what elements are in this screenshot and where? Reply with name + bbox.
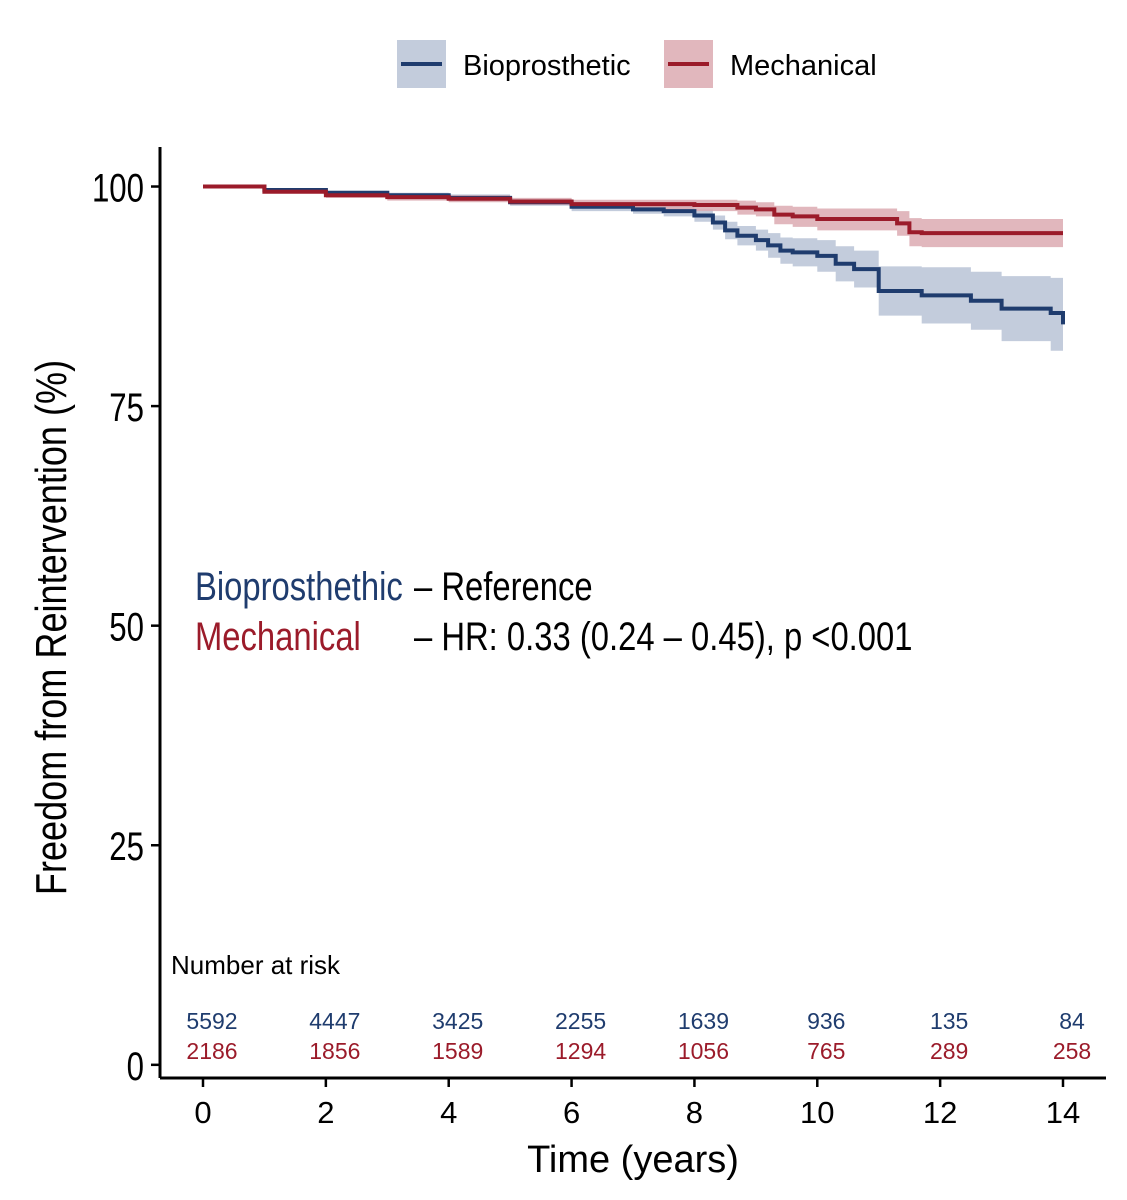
annotation-mech-label: Mechanical: [195, 614, 361, 659]
risk-count-mechanical: 1589: [432, 1038, 483, 1064]
x-tick-label: 10: [800, 1095, 834, 1130]
legend-label-mechanical: Mechanical: [730, 50, 877, 82]
risk-count-mechanical: 1056: [678, 1038, 729, 1064]
risk-count-bioprosthetic: 4447: [309, 1008, 360, 1034]
annotation-mech-text: – HR: 0.33 (0.24 – 0.45), p <0.001: [414, 614, 913, 659]
y-tick-label: 25: [109, 825, 144, 870]
mechanical-curve: [203, 184, 1063, 236]
x-tick-label: 6: [563, 1095, 580, 1130]
x-tick-label: 14: [1046, 1095, 1080, 1130]
risk-table: Number at risk 5592 4447 3425 2255 1639 936 135…: [171, 950, 1091, 1064]
confidence-bands: [203, 186, 1063, 364]
risk-count-mechanical: 258: [1053, 1038, 1091, 1064]
x-tick-label: 12: [923, 1095, 957, 1130]
risk-table-title: Number at risk: [171, 950, 341, 980]
y-tick-label: 75: [109, 385, 144, 430]
axes: 0 2 4 6 8 10 12 14 0 25 50 75 100 Time (years) Freedom…: [27, 147, 1106, 1181]
survival-curves: [203, 184, 1065, 325]
risk-count-mechanical: 2186: [186, 1038, 237, 1064]
y-axis-title: Freedom from Reintervention (%): [27, 360, 76, 895]
x-axis-title: Time (years): [527, 1139, 739, 1181]
risk-count-bioprosthetic: 84: [1059, 1008, 1085, 1034]
risk-count-bioprosthetic: 135: [930, 1008, 968, 1034]
hr-annotation: Bioprosthethic – Reference Mechanical – HR:…: [195, 564, 913, 659]
x-tick-label: 4: [440, 1095, 457, 1130]
x-tick-label: 0: [194, 1095, 211, 1130]
annotation-bio-text: – Reference: [414, 564, 593, 609]
y-tick-label: 100: [92, 166, 144, 211]
risk-count-bioprosthetic: 5592: [186, 1008, 237, 1034]
risk-count-bioprosthetic: 2255: [555, 1008, 606, 1034]
legend: Bioprosthetic Mechanical: [397, 40, 877, 88]
risk-count-mechanical: 1294: [555, 1038, 606, 1064]
legend-label-bioprosthetic: Bioprosthetic: [463, 50, 631, 82]
risk-count-bioprosthetic: 3425: [432, 1008, 483, 1034]
annotation-bio-label: Bioprosthethic: [195, 564, 403, 609]
risk-count-bioprosthetic: 936: [807, 1008, 845, 1034]
x-tick-label: 2: [317, 1095, 334, 1130]
risk-count-mechanical: 289: [930, 1038, 968, 1064]
x-tick-label: 8: [686, 1095, 703, 1130]
risk-count-bioprosthetic: 1639: [678, 1008, 729, 1034]
risk-count-mechanical: 765: [807, 1038, 845, 1064]
y-tick-label: 50: [109, 605, 144, 650]
risk-count-mechanical: 1856: [309, 1038, 360, 1064]
y-tick-label: 0: [127, 1044, 144, 1089]
bioprosthetic-ci-band: [203, 186, 1063, 364]
